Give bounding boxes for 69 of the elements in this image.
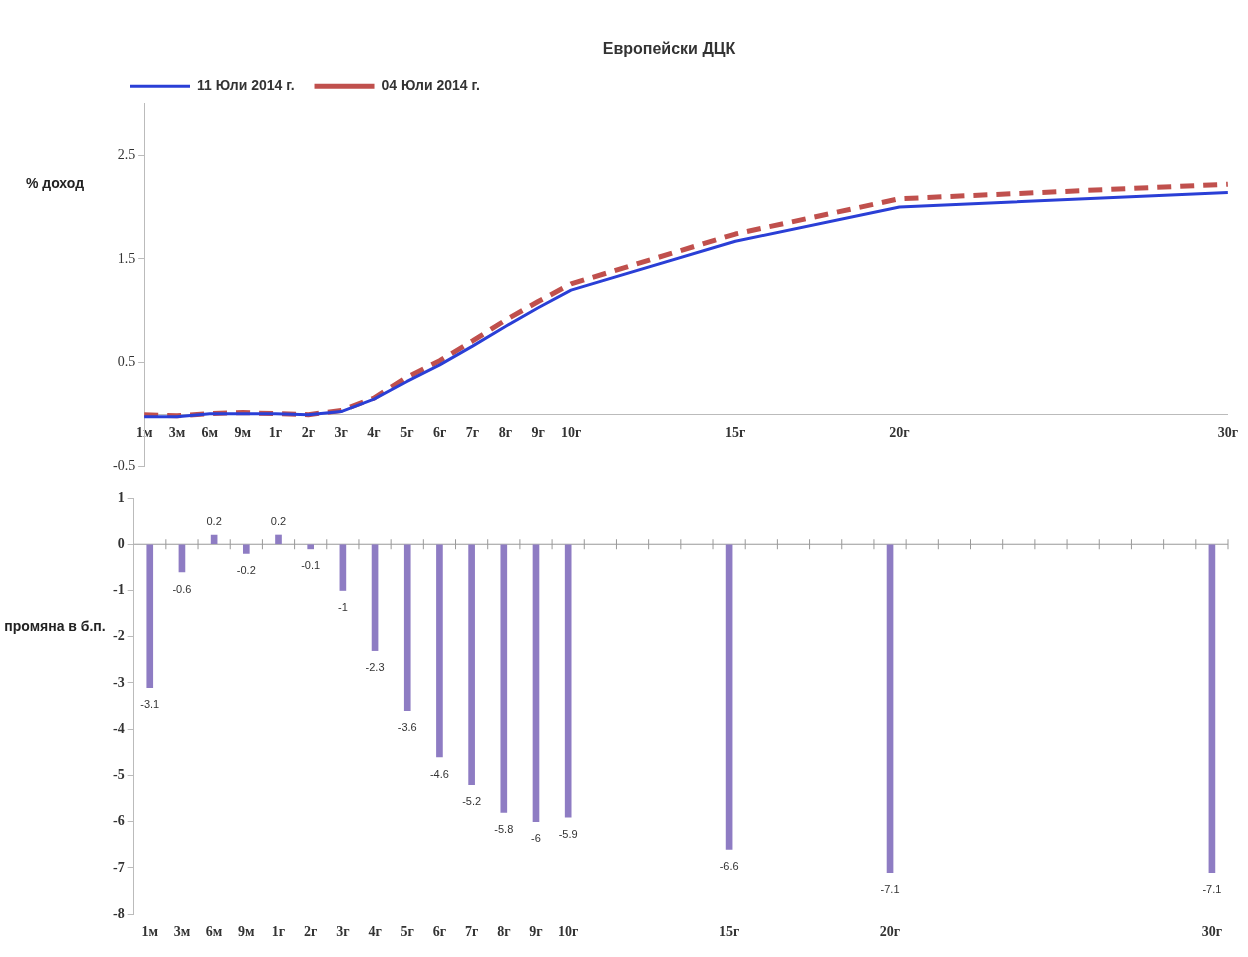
x-tick-label: 6г: [433, 424, 447, 440]
x-tick-label: 9м: [234, 424, 252, 440]
legend-label: 04 Юли 2014 г.: [381, 77, 480, 94]
y-tick-label: -6: [112, 813, 125, 829]
x-tick-label: 1м: [141, 924, 159, 940]
data-label: -6: [531, 832, 541, 845]
data-label: -6.6: [719, 859, 739, 872]
data-label: -0.6: [172, 582, 192, 595]
data-label: 0.2: [270, 514, 287, 527]
data-label: 0.2: [206, 514, 222, 527]
x-tick-label: 7г: [464, 924, 479, 940]
y-tick-label: -3: [112, 674, 125, 690]
data-label: -3.1: [140, 698, 160, 711]
x-tick-label: 6м: [201, 424, 219, 440]
x-tick-label: 30г: [1217, 424, 1238, 440]
x-tick-label: 20г: [879, 924, 901, 940]
x-tick-label: 15г: [718, 924, 740, 940]
x-tick-label: 1г: [271, 924, 286, 940]
legend-label: 11 Юли 2014 г.: [197, 77, 295, 94]
chart-title: Европейски ДЦК: [602, 40, 736, 58]
data-label: -1: [337, 601, 348, 614]
data-label: -0.2: [236, 564, 256, 577]
x-tick-label: 5г: [400, 924, 414, 940]
x-tick-label: 9г: [531, 424, 545, 440]
data-label: -5.9: [558, 827, 578, 840]
x-tick-label: 3г: [336, 924, 350, 940]
data-label: -0.1: [301, 559, 321, 572]
x-tick-label: 3м: [173, 924, 191, 940]
y-tick-label: -4: [112, 720, 125, 736]
x-tick-label: 7г: [465, 424, 480, 440]
x-tick-label: 30г: [1201, 924, 1223, 940]
x-tick-label: 1г: [268, 424, 283, 440]
x-tick-label: 6г: [432, 924, 447, 940]
x-tick-label: 4г: [367, 424, 381, 440]
x-tick-label: 10г: [560, 424, 582, 440]
x-tick-label: 9м: [238, 924, 256, 940]
data-label: -7.1: [1202, 883, 1222, 896]
y-tick-label: -0.5: [112, 458, 136, 474]
x-tick-label: 8г: [497, 924, 511, 940]
y-tick-label: -8: [112, 905, 125, 921]
data-label: -5.8: [494, 822, 514, 835]
x-tick-label: 8г: [498, 424, 513, 440]
x-tick-label: 3м: [168, 424, 186, 440]
y-tick-label: 0: [117, 535, 125, 551]
x-tick-label: 9г: [529, 924, 543, 940]
data-label: -4.6: [429, 767, 449, 780]
y-axis-title: % доход: [24, 175, 86, 191]
x-tick-label: 2г: [301, 424, 316, 440]
x-tick-label: 4г: [368, 924, 382, 940]
y-tick-label: 1.5: [117, 250, 136, 266]
x-tick-label: 10г: [558, 924, 579, 940]
data-label: -7.1: [880, 883, 900, 896]
y-tick-label: 2.5: [117, 146, 136, 162]
x-tick-label: 6м: [205, 924, 223, 940]
y-tick-label: 0.5: [117, 354, 136, 370]
x-tick-label: 20г: [889, 424, 910, 440]
x-tick-label: 5г: [400, 424, 414, 440]
x-tick-label: 2г: [304, 924, 318, 940]
data-label: -2.3: [365, 661, 385, 674]
y-axis-title: промяна в б.п.: [3, 618, 107, 634]
x-tick-label: 3г: [334, 424, 348, 440]
y-tick-label: -2: [112, 628, 125, 644]
x-tick-label: 15г: [725, 424, 746, 440]
y-tick-label: -7: [112, 859, 125, 875]
data-label: -5.2: [462, 795, 482, 808]
y-tick-label: -5: [112, 767, 125, 783]
y-tick-label: 1: [117, 489, 125, 505]
y-tick-label: -1: [112, 582, 125, 598]
data-label: -3.6: [397, 721, 417, 734]
